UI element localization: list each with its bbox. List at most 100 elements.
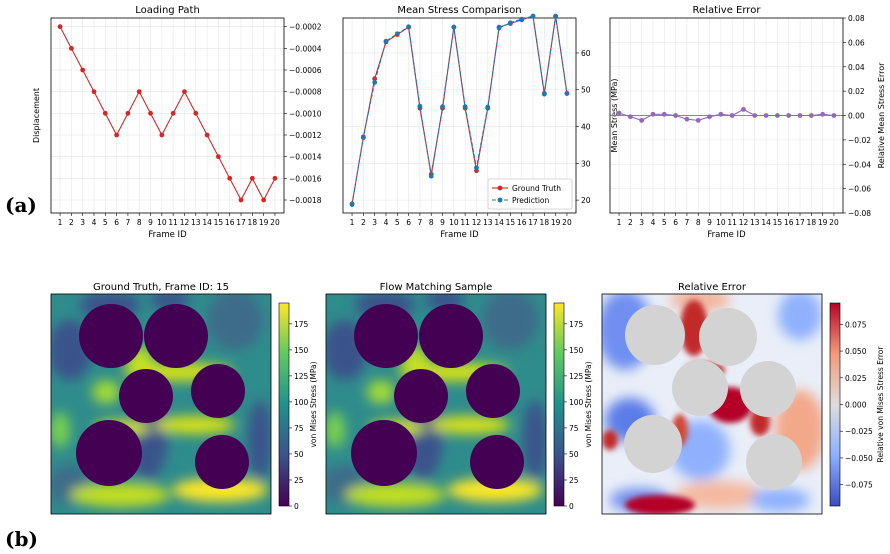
data-point [519, 16, 525, 22]
x-tick-label: 4 [92, 218, 97, 227]
y-tick-label: −0.0006 [289, 66, 322, 75]
x-tick-label: 19 [259, 218, 269, 227]
x-tick-label: 5 [103, 218, 108, 227]
y-tick-label: −0.0010 [289, 109, 322, 118]
data-point [272, 175, 278, 181]
y-tick-label: −0.0008 [289, 88, 322, 97]
data-point [227, 175, 233, 181]
data-point [820, 111, 826, 117]
x-tick-label: 6 [114, 218, 119, 227]
chart-title: Relative Error [693, 5, 762, 16]
x-tick-label: 2 [361, 218, 366, 227]
panel-label-a: (a) [5, 193, 37, 217]
legend-swatch-marker [497, 185, 503, 191]
heatmap-title-flow-matching: Flow Matching Sample [380, 282, 493, 293]
legend-swatch-marker [497, 197, 503, 203]
data-point [707, 114, 712, 120]
y-tick-label: 0.02 [848, 87, 865, 96]
series-line [351, 15, 568, 204]
legend-label: Prediction [512, 196, 550, 205]
data-point [80, 67, 86, 73]
x-tick-label: 16 [225, 218, 235, 227]
chart-title: Mean Stress Comparison [397, 5, 521, 16]
x-axis-label: Frame ID [148, 230, 187, 240]
data-point [204, 132, 210, 138]
colorbar-tick-label: 0 [294, 502, 299, 511]
colorbar-tick-label: 25 [569, 476, 579, 485]
x-tick-label: 1 [58, 218, 63, 227]
x-tick-label: 19 [551, 218, 561, 227]
loading-path-chart: 1 2 3 4 5 6 7 8 9 10 11 12 13 14 15 16 17 18 19 20−0.0002−0… [32, 5, 322, 240]
series-line [351, 15, 568, 205]
x-tick-label: 13 [483, 218, 493, 227]
x-tick-label: 11 [168, 218, 178, 227]
y-tick-label: −0.0002 [289, 23, 322, 32]
x-tick-label: 14 [494, 218, 504, 227]
colorbar-tick-label: 75 [569, 424, 579, 433]
y-tick-label: −0.0012 [289, 131, 322, 140]
chart-title: Loading Path [135, 5, 200, 16]
x-tick-label: 10 [716, 218, 726, 227]
x-tick-label: 1 [350, 218, 355, 227]
y-tick-label: 0.04 [848, 63, 865, 72]
colorbar-tick-label: 50 [569, 450, 579, 459]
data-point [763, 113, 769, 118]
x-tick-label: 20 [562, 218, 572, 227]
colorbar-tick-label: 150 [569, 346, 584, 355]
data-point [349, 202, 355, 207]
colorbar-tick-label: 125 [294, 372, 309, 381]
data-point [428, 173, 434, 179]
x-tick-label: 4 [651, 218, 656, 227]
x-tick-label: 15 [214, 218, 224, 227]
colorbar-label: Relative von Mises Stress Error [876, 346, 885, 463]
x-tick-label: 12 [739, 218, 749, 227]
x-tick-label: 3 [639, 218, 644, 227]
legend-box [487, 178, 573, 210]
y-tick-label: −0.0016 [289, 174, 322, 183]
relative-error-chart: 1 2 3 4 5 6 7 8 9 10 11 12 13 14 15 16 17 18 19 20−0.08−0.0… [609, 5, 886, 240]
x-tick-label: 10 [157, 218, 167, 227]
colorbar-tick-label: 100 [294, 398, 309, 407]
y-axis-label: Relative Mean Stress Error [877, 62, 886, 168]
x-tick-label: 2 [69, 218, 74, 227]
legend-label: Ground Truth [512, 184, 561, 193]
colorbar-tick-label: 0.000 [845, 401, 867, 410]
data-point [182, 89, 187, 95]
data-point [249, 175, 255, 181]
x-tick-label: 9 [707, 218, 712, 227]
x-tick-label: 11 [460, 218, 470, 227]
x-tick-label: 16 [517, 218, 527, 227]
colorbar-tick-label: 50 [294, 450, 304, 459]
x-tick-label: 13 [750, 218, 760, 227]
y-tick-label: −0.08 [848, 209, 871, 218]
data-point [57, 24, 63, 30]
y-tick-label: 40 [581, 123, 591, 132]
data-point [417, 103, 423, 109]
colorbar-tick-label: 25 [294, 476, 304, 485]
x-tick-label: 18 [248, 218, 258, 227]
data-point [451, 24, 457, 30]
data-point [496, 25, 502, 31]
colorbar-tick-label: 0 [569, 502, 574, 511]
axes-frame [342, 17, 577, 214]
data-point [564, 91, 570, 96]
data-point [238, 197, 244, 203]
x-tick-label: 6 [673, 218, 678, 227]
data-point [541, 91, 547, 97]
flow-matching-colorbar: 0 25 50 75 100 125 150 175 von Mises Stress (MPa… [553, 302, 593, 511]
x-tick-label: 2 [628, 218, 633, 227]
x-tick-label: 4 [384, 218, 389, 227]
data-point [808, 113, 814, 118]
data-point [695, 117, 701, 123]
colorbar-tick-label: 175 [294, 320, 309, 329]
data-point [170, 110, 176, 116]
data-point [507, 20, 513, 26]
data-point [102, 110, 108, 116]
data-point [136, 89, 142, 95]
colorbar-tick-label: 100 [569, 398, 584, 407]
colorbar-tick-label: 0.025 [845, 374, 867, 383]
data-point [474, 165, 479, 171]
flow-matching-stress-map [326, 294, 546, 514]
data-point [553, 13, 559, 19]
